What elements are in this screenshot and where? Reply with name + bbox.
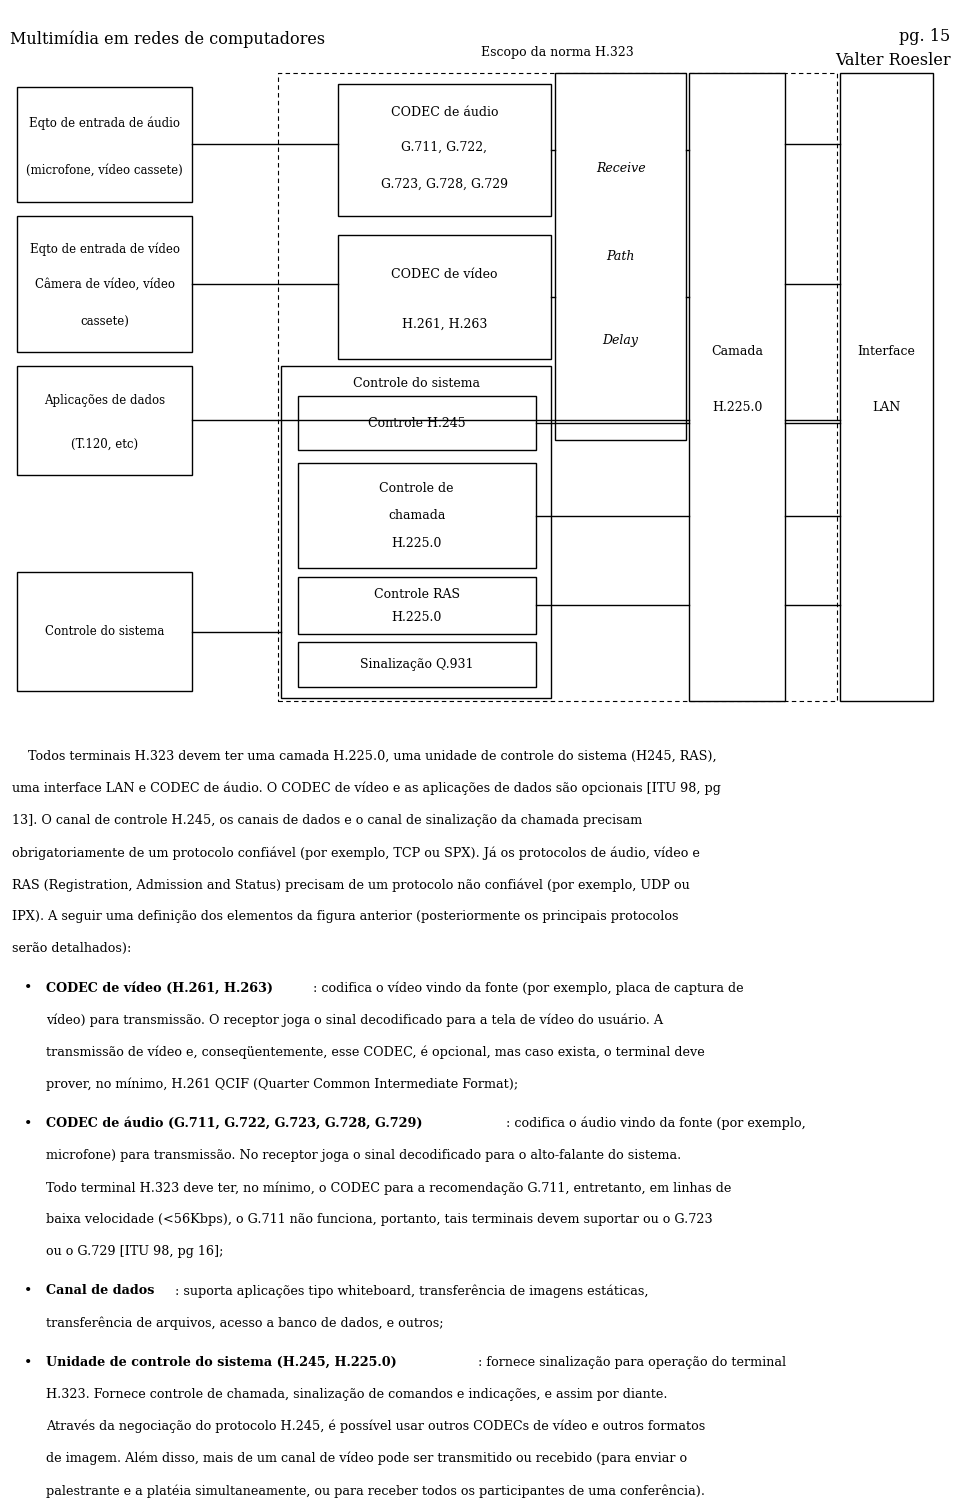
Text: Escopo da norma H.323: Escopo da norma H.323 <box>481 45 635 59</box>
Text: Path: Path <box>607 249 635 263</box>
Bar <box>298 643 536 687</box>
Bar <box>17 365 192 475</box>
Text: Interface: Interface <box>857 346 916 358</box>
Text: Sinalização Q.931: Sinalização Q.931 <box>360 658 473 672</box>
Bar <box>17 216 192 352</box>
Text: H.225.0: H.225.0 <box>712 401 762 413</box>
Text: transmissão de vídeo e, conseqüentemente, esse CODEC, é opcional, mas caso exist: transmissão de vídeo e, conseqüentemente… <box>46 1046 705 1059</box>
Text: H.323. Fornece controle de chamada, sinalização de comandos e indicações, e assi: H.323. Fornece controle de chamada, sina… <box>46 1388 667 1400</box>
Text: 13]. O canal de controle H.245, os canais de dados e o canal de sinalização da c: 13]. O canal de controle H.245, os canai… <box>12 813 642 827</box>
Text: •: • <box>24 1355 33 1370</box>
Text: Eqto de entrada de vídeo: Eqto de entrada de vídeo <box>30 241 180 255</box>
Text: Através da negociação do protocolo H.245, é possível usar outros CODECs de vídeo: Através da negociação do protocolo H.245… <box>46 1420 706 1434</box>
Text: CODEC de áudio (G.711, G.722, G.723, G.728, G.729): CODEC de áudio (G.711, G.722, G.723, G.7… <box>46 1117 422 1130</box>
Text: CODEC de áudio: CODEC de áudio <box>391 107 498 119</box>
Bar <box>17 86 192 202</box>
Text: (T.120, etc): (T.120, etc) <box>71 438 138 451</box>
Text: LAN: LAN <box>873 401 900 413</box>
Bar <box>555 72 686 439</box>
Bar <box>689 72 785 700</box>
Text: ou o G.729 [ITU 98, pg 16];: ou o G.729 [ITU 98, pg 16]; <box>46 1245 224 1259</box>
Text: Receive: Receive <box>596 161 645 175</box>
Text: microfone) para transmissão. No receptor joga o sinal decodificado para o alto-f: microfone) para transmissão. No receptor… <box>46 1148 682 1162</box>
Bar <box>17 572 192 691</box>
Bar <box>298 397 536 450</box>
Text: vídeo) para transmissão. O receptor joga o sinal decodificado para a tela de víd: vídeo) para transmissão. O receptor joga… <box>46 1014 663 1028</box>
Text: G.723, G.728, G.729: G.723, G.728, G.729 <box>381 178 508 192</box>
Text: Camada: Camada <box>711 346 763 358</box>
Text: Valter Roesler: Valter Roesler <box>835 51 950 68</box>
Text: obrigatoriamente de um protocolo confiável (por exemplo, TCP ou SPX). Já os prot: obrigatoriamente de um protocolo confiáv… <box>12 847 700 860</box>
Text: H.225.0: H.225.0 <box>392 537 442 549</box>
Text: serão detalhados):: serão detalhados): <box>12 942 131 955</box>
Text: de imagem. Além disso, mais de um canal de vídeo pode ser transmitido ou recebid: de imagem. Além disso, mais de um canal … <box>46 1452 687 1465</box>
Text: baixa velocidade (<56Kbps), o G.711 não funciona, portanto, tais terminais devem: baixa velocidade (<56Kbps), o G.711 não … <box>46 1213 712 1227</box>
Text: G.711, G.722,: G.711, G.722, <box>401 140 488 154</box>
Text: IPX). A seguir uma definição dos elementos da figura anterior (posteriormente os: IPX). A seguir uma definição dos element… <box>12 910 678 924</box>
Text: (microfone, vídeo cassete): (microfone, vídeo cassete) <box>26 163 183 177</box>
Text: CODEC de vídeo: CODEC de vídeo <box>392 267 497 281</box>
Text: transferência de arquivos, acesso a banco de dados, e outros;: transferência de arquivos, acesso a banc… <box>46 1316 444 1329</box>
Text: : fornece sinalização para operação do terminal: : fornece sinalização para operação do t… <box>478 1355 786 1369</box>
Text: Todos terminais H.323 devem ter uma camada H.225.0, uma unidade de controle do s: Todos terminais H.323 devem ter uma cama… <box>12 750 716 762</box>
Text: prover, no mínimo, H.261 QCIF (Quarter Common Intermediate Format);: prover, no mínimo, H.261 QCIF (Quarter C… <box>46 1077 518 1091</box>
Text: H.225.0: H.225.0 <box>392 611 442 625</box>
Text: •: • <box>24 981 33 996</box>
Bar <box>298 576 536 634</box>
Text: •: • <box>24 1284 33 1298</box>
Text: Canal de dados: Canal de dados <box>46 1284 155 1298</box>
Text: Câmera de vídeo, vídeo: Câmera de vídeo, vídeo <box>35 278 175 291</box>
Text: Controle RAS: Controle RAS <box>373 589 460 602</box>
Text: : codifica o vídeo vindo da fonte (por exemplo, placa de captura de: : codifica o vídeo vindo da fonte (por e… <box>313 981 743 994</box>
Text: Controle do sistema: Controle do sistema <box>352 377 480 391</box>
Text: CODEC de vídeo (H.261, H.263): CODEC de vídeo (H.261, H.263) <box>46 981 273 994</box>
Text: Todo terminal H.323 deve ter, no mínimo, o CODEC para a recomendação G.711, entr: Todo terminal H.323 deve ter, no mínimo,… <box>46 1182 732 1195</box>
Text: pg. 15: pg. 15 <box>900 29 950 45</box>
Bar <box>278 72 837 700</box>
Bar <box>840 72 933 700</box>
Text: cassete): cassete) <box>81 315 129 329</box>
Text: Unidade de controle do sistema (H.245, H.225.0): Unidade de controle do sistema (H.245, H… <box>46 1355 396 1369</box>
Text: Controle do sistema: Controle do sistema <box>45 625 164 638</box>
Text: Delay: Delay <box>603 333 638 347</box>
Text: uma interface LAN e CODEC de áudio. O CODEC de vídeo e as aplicações de dados sã: uma interface LAN e CODEC de áudio. O CO… <box>12 782 720 795</box>
Text: Multimídia em redes de computadores: Multimídia em redes de computadores <box>10 30 324 48</box>
Text: palestrante e a platéia simultaneamente, ou para receber todos os participantes : palestrante e a platéia simultaneamente,… <box>46 1483 705 1497</box>
Bar <box>338 85 551 216</box>
Text: RAS (Registration, Admission and Status) precisam de um protocolo não confiável : RAS (Registration, Admission and Status)… <box>12 878 689 892</box>
Text: Eqto de entrada de áudio: Eqto de entrada de áudio <box>29 116 180 130</box>
Text: Controle de: Controle de <box>379 483 454 495</box>
Text: •: • <box>24 1117 33 1130</box>
Text: H.261, H.263: H.261, H.263 <box>402 317 487 330</box>
Text: Controle H.245: Controle H.245 <box>368 416 466 430</box>
Bar <box>281 365 551 699</box>
Bar <box>338 234 551 359</box>
Text: Aplicações de dados: Aplicações de dados <box>44 394 165 407</box>
Text: chamada: chamada <box>388 510 445 522</box>
Text: : suporta aplicações tipo whiteboard, transferência de imagens estáticas,: : suporta aplicações tipo whiteboard, tr… <box>175 1284 648 1298</box>
Text: : codifica o áudio vindo da fonte (por exemplo,: : codifica o áudio vindo da fonte (por e… <box>506 1117 805 1130</box>
Bar <box>298 463 536 569</box>
